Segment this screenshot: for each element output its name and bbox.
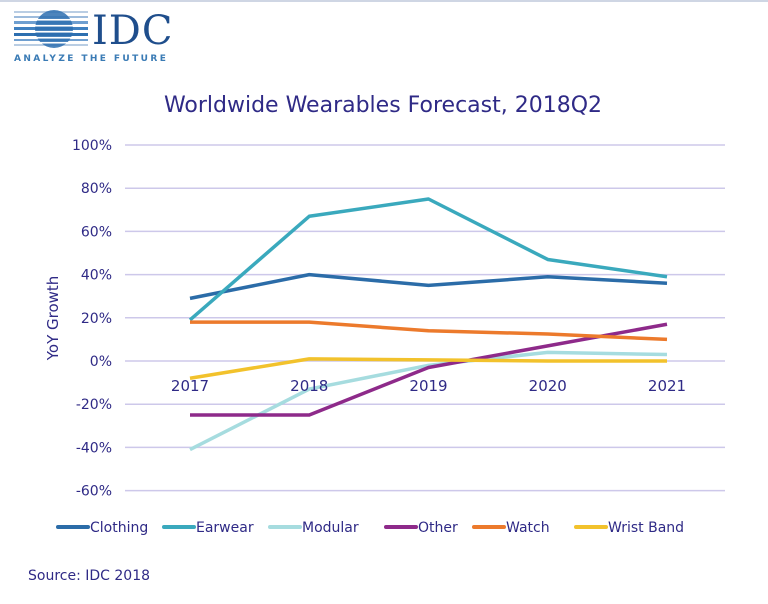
y-tick-label: 60% bbox=[81, 224, 112, 240]
y-tick-label: -20% bbox=[76, 397, 112, 413]
series-line-earwear bbox=[188, 197, 668, 322]
y-tick-label: 20% bbox=[81, 311, 112, 327]
x-tick-label: 2020 bbox=[529, 377, 567, 395]
idc-globe-logo-icon bbox=[14, 10, 88, 48]
legend-item: Modular bbox=[268, 520, 359, 536]
y-tick-label: 100% bbox=[72, 138, 112, 154]
y-tick-label: 80% bbox=[81, 181, 112, 197]
chart-title: Worldwide Wearables Forecast, 2018Q2 bbox=[164, 93, 602, 118]
legend-item: Clothing bbox=[56, 520, 148, 536]
y-tick-label: 0% bbox=[90, 354, 112, 370]
legend-label: Watch bbox=[506, 520, 550, 536]
top-border bbox=[0, 0, 768, 2]
legend-label: Earwear bbox=[196, 520, 254, 536]
logo-tagline: ANALYZE THE FUTURE bbox=[14, 54, 169, 64]
legend-label: Other bbox=[418, 520, 458, 536]
source-note: Source: IDC 2018 bbox=[28, 568, 151, 584]
x-tick-label: 2018 bbox=[290, 377, 328, 395]
series-line-wrist-band bbox=[189, 357, 667, 381]
legend-item: Earwear bbox=[162, 520, 254, 536]
series-line-watch bbox=[190, 320, 668, 342]
legend-item: Watch bbox=[472, 520, 550, 536]
y-tick-label: -40% bbox=[76, 440, 112, 456]
legend-label: Modular bbox=[302, 520, 359, 536]
idc-brand: IDC bbox=[92, 8, 174, 54]
series-line-modular bbox=[189, 350, 668, 452]
x-tick-label: 2021 bbox=[648, 377, 686, 395]
series-line-clothing bbox=[189, 272, 668, 301]
x-tick-label: 2019 bbox=[409, 377, 447, 395]
legend-item: Other bbox=[384, 520, 458, 536]
y-tick-label: 40% bbox=[81, 268, 112, 284]
series-line-other bbox=[190, 322, 668, 417]
x-tick-label: 2017 bbox=[171, 377, 209, 395]
y-axis-title: YoY Growth bbox=[44, 276, 62, 362]
y-tick-label: -60% bbox=[76, 484, 112, 500]
legend-item: Wrist Band bbox=[574, 520, 684, 536]
legend-label: Clothing bbox=[90, 520, 148, 536]
legend-label: Wrist Band bbox=[608, 520, 684, 536]
